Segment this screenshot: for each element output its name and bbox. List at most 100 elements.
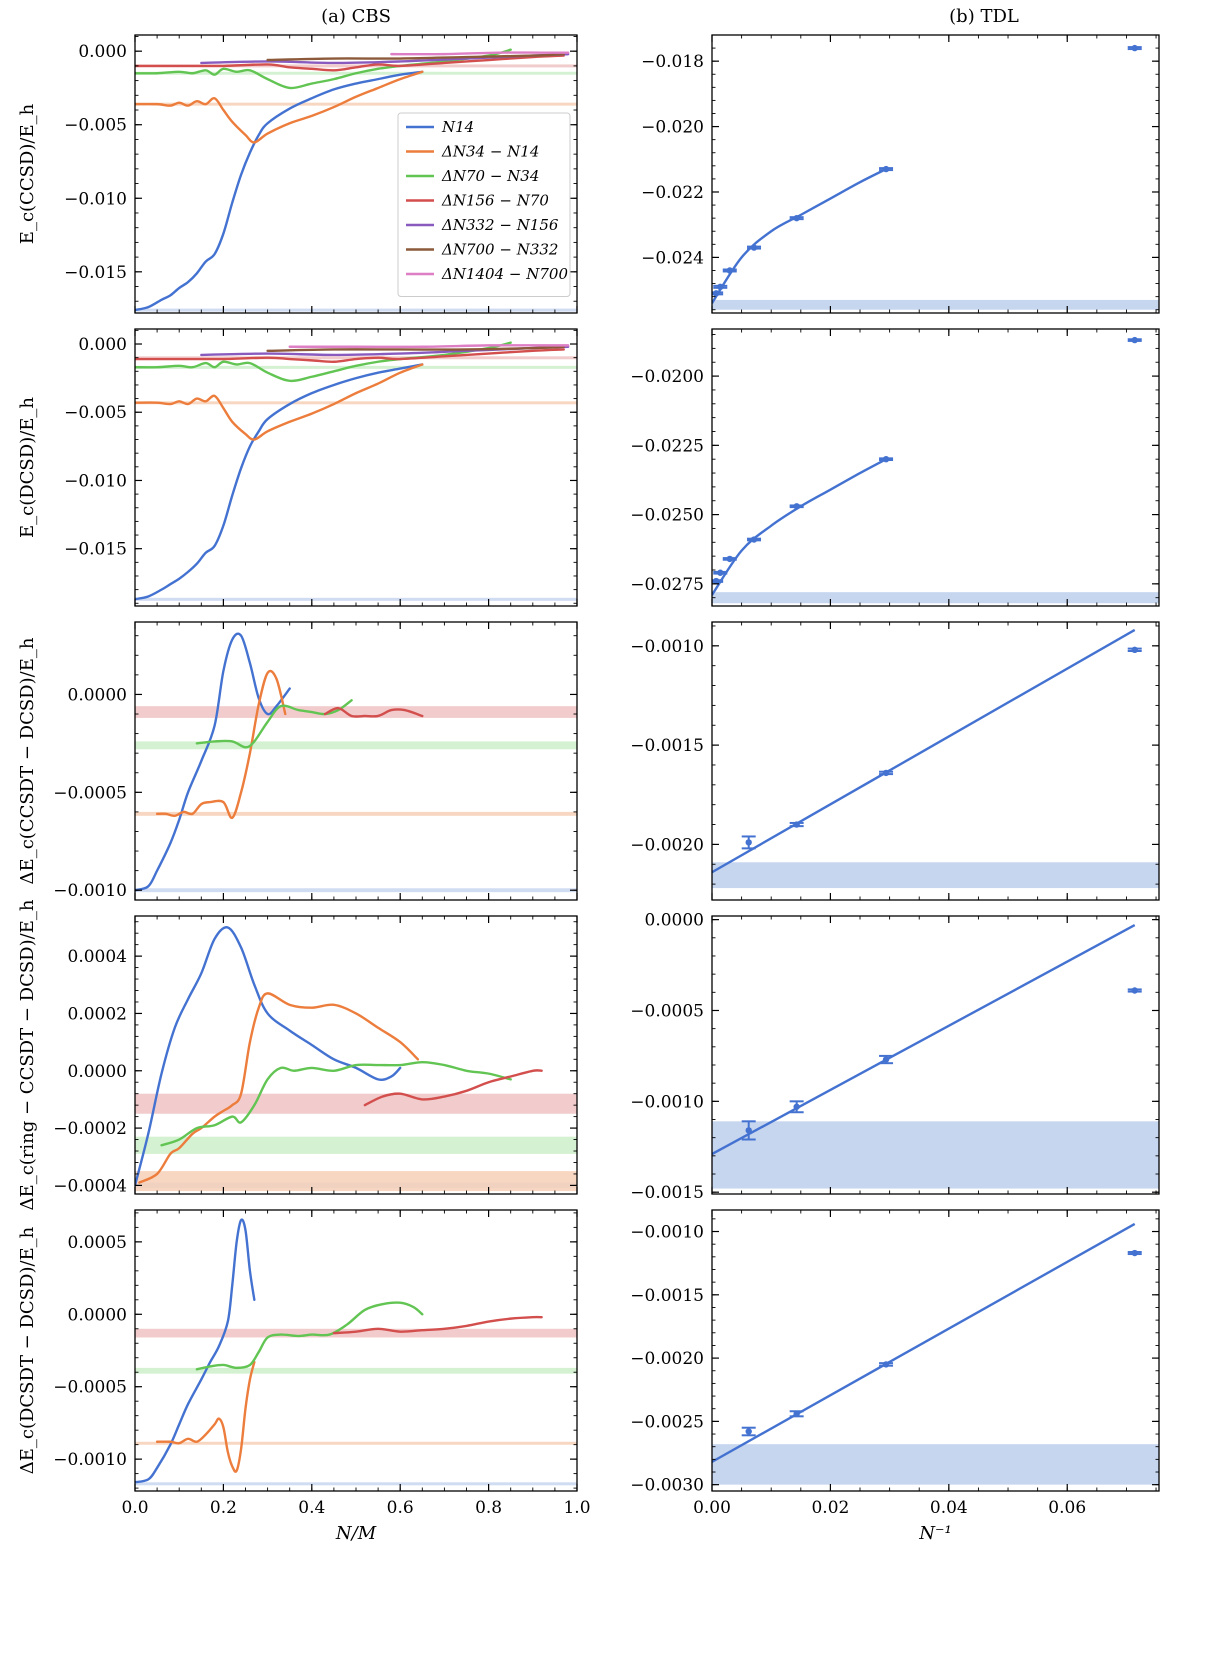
y-tick-label: −0.005 [64,403,127,423]
y-tick-label: −0.022 [641,183,704,203]
series-line-2 [155,1360,256,1473]
extrapolation-band-4 [135,706,577,718]
data-point-2 [882,165,890,173]
data-point-1 [1131,336,1138,344]
y-tick-label: −0.015 [64,263,127,283]
series-line-4 [135,54,565,72]
y-tick-label: −0.0010 [53,881,127,901]
x-tick-label: 0.2 [210,1498,237,1518]
fit-line [712,924,1136,1156]
data-point-4 [750,536,758,543]
y-tick-label: 0.0000 [68,685,127,705]
x-tick-label: 0.02 [811,1498,849,1518]
plot-area [712,1222,1159,1485]
series-line-2 [155,669,287,819]
panels: 0.000 −0.005 −0.010 −0.015 E_c(CCSD)/E_h N14 Δ… [17,34,1160,1544]
extrapolation-band-2 [135,401,577,405]
panel-tdl_dcsd: −0.0200 −0.0225 −0.0250 −0.0275 [630,328,1160,607]
extrapolation-band-3 [135,365,577,369]
y-tick-label: 0.0000 [68,1062,127,1082]
y-tick-label: 0.0000 [68,1305,127,1325]
y-tick-label: −0.0030 [630,1476,704,1496]
y-tick-label: −0.0005 [630,1001,704,1021]
data-point-6 [717,283,724,291]
y-tick-label: −0.010 [64,189,127,209]
axes-frame [134,328,578,607]
series-line-1 [135,926,402,1187]
series-line-4 [363,1069,543,1107]
y-axis-label: E_c(CCSD)/E_h [17,103,38,244]
y-tick-label: −0.0005 [53,1378,127,1398]
legend-box [397,112,571,297]
tdl-estimate-band [712,1121,1159,1189]
plot-area [712,44,1159,310]
plot-area [135,632,577,893]
data-point-2 [882,1361,890,1368]
data-point-3 [793,1103,800,1110]
x-tick-label: 0.4 [298,1498,325,1518]
panel-cbs_ring: 0.0004 0.0002 0.0000 −0.0002 −0.0004 ΔE_c(rin… [17,899,578,1210]
fit-line [712,1222,1136,1463]
data-point-4 [750,244,758,251]
y-tick-label: −0.0002 [53,1119,127,1139]
axes-frame [134,1209,578,1492]
y-tick-label: −0.0020 [630,835,704,855]
data-point-7 [712,577,720,585]
y-axis-label: ΔE_c(DCSDT − DCSD)/E_h [17,1226,38,1474]
extrapolation-band-3 [135,1136,577,1154]
panel-cbs_dcsd: 0.000 −0.005 −0.010 −0.015 E_c(DCSD)/E_h [17,328,578,607]
y-axis-label: ΔE_c(ring − CCSDT − DCSD)/E_h [17,899,38,1210]
tdl-estimate-band [712,1444,1159,1485]
series-line-1 [135,1218,256,1484]
axes-frame [711,621,1160,901]
panel-cbs_ccsd: 0.000 −0.005 −0.010 −0.015 E_c(CCSD)/E_h N14 Δ… [17,34,578,314]
y-tick-label: −0.0010 [630,1223,704,1243]
series-line-2 [135,70,424,144]
extrapolation-band-1 [135,1482,577,1486]
y-tick-label: −0.0010 [630,637,704,657]
panel-cbs_dcsdt: 0.0005 0.0000 −0.0005 −0.0010 0.0 0.2 0.4 0.6 0.… [17,1209,591,1544]
y-tick-label: 0.0004 [68,947,127,967]
legend-label: ΔN156 − N70 [441,192,549,210]
data-point-5 [726,267,733,274]
extrapolation-band-4 [135,356,577,360]
y-tick-label: −0.0020 [630,1349,704,1369]
y-tick-label: −0.0275 [630,575,704,595]
column-title-tdl: (b) TDL [949,6,1019,27]
series-line-4 [332,1315,543,1335]
data-point-4 [745,839,752,846]
extrapolation-band-2 [135,1171,577,1192]
series-line-6 [266,345,565,353]
data-point-6 [717,569,724,576]
y-tick-label: −0.0004 [53,1176,127,1196]
x-tick-label: 0.8 [475,1498,502,1518]
series-line-1 [135,70,424,312]
data-point-1 [1131,44,1138,52]
data-point-3 [793,503,800,510]
series-line-7 [288,344,570,349]
x-axis-label: N⁻¹ [918,1523,951,1544]
y-axis-label: E_c(DCSD)/E_h [17,397,38,538]
data-point-7 [712,290,720,297]
y-tick-label: −0.0200 [630,367,704,387]
panel-tdl_ccsdt: −0.0010 −0.0015 −0.0020 [630,621,1160,901]
y-tick-label: −0.0005 [53,783,127,803]
tdl-estimate-band [712,592,1159,604]
extrapolation-band-3 [135,741,577,750]
axes-frame [711,915,1160,1195]
y-tick-label: −0.0225 [630,436,704,456]
data-point-1 [1131,987,1138,994]
extrapolation-band-2 [135,1441,577,1445]
y-tick-label: −0.024 [641,248,704,268]
panel-tdl_ring: 0.0000 −0.0005 −0.0010 −0.0015 [630,911,1160,1203]
y-tick-label: 0.0000 [645,911,704,931]
y-tick-label: 0.0005 [68,1233,127,1253]
extrapolation-band-3 [135,1367,577,1374]
plot-area [135,1218,577,1486]
data-point-2 [882,769,890,777]
extrapolation-band-4 [135,64,577,68]
panel-cbs_ccsdt: 0.0000 −0.0005 −0.0010 ΔE_c(CCSDT − DCSD)/E… [17,621,578,901]
data-point-4 [745,1428,752,1435]
x-tick-label: 0.06 [1048,1498,1086,1518]
y-tick-label: 0.000 [78,42,127,62]
